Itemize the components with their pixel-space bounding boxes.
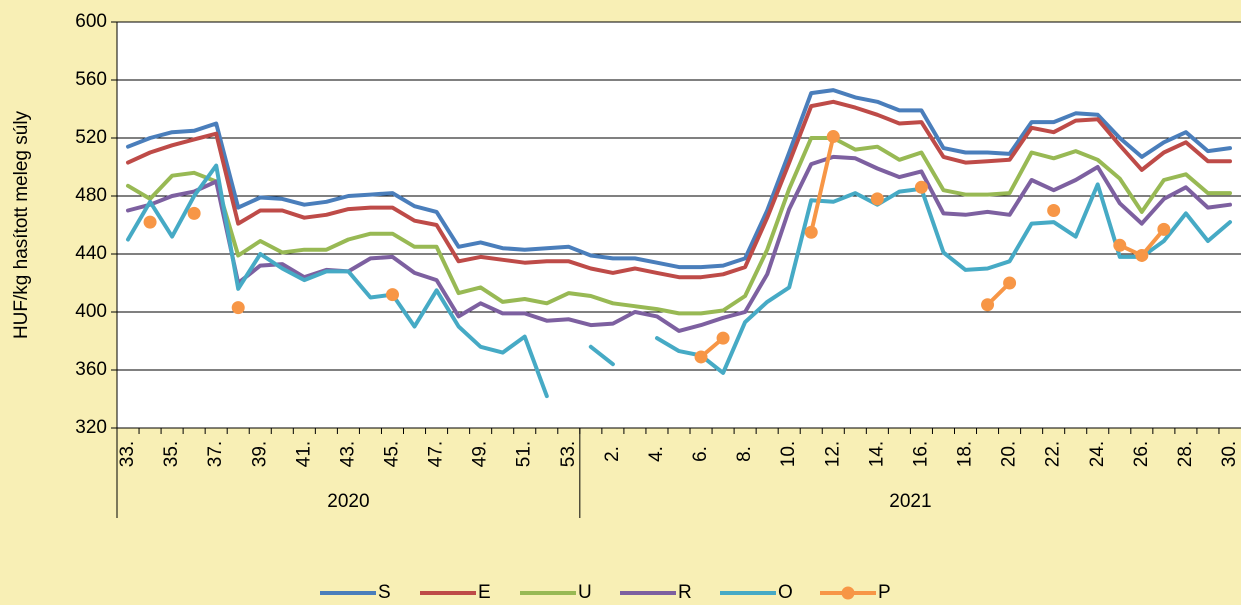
x-tick-label: 6.	[690, 446, 711, 462]
x-tick-label: 49.	[470, 441, 491, 467]
x-tick-label: 14.	[866, 441, 887, 467]
series-marker	[143, 215, 157, 229]
series-marker	[1157, 222, 1171, 236]
y-tick-label: 600	[75, 11, 107, 32]
series-marker	[385, 288, 399, 302]
x-tick-label: 24.	[1087, 441, 1108, 467]
plot-area	[117, 22, 1241, 428]
series-line	[126, 136, 1232, 316]
series-marker	[804, 225, 818, 239]
y-tick-label: 520	[75, 127, 107, 148]
x-tick-label: 22.	[1043, 441, 1064, 467]
series-marker	[826, 130, 840, 144]
legend-marker	[841, 586, 855, 600]
x-tick-label: 12.	[822, 441, 843, 467]
series-marker	[981, 298, 995, 312]
x-tick-label: 39.	[249, 441, 270, 467]
legend-label: E	[478, 582, 491, 603]
x-tick-label: 10.	[778, 441, 799, 467]
x-tick-label: 4.	[646, 446, 667, 462]
x-tick-label: 16.	[910, 441, 931, 467]
y-tick-label: 320	[75, 417, 107, 438]
series-line	[126, 88, 1232, 270]
x-tick-label: 41.	[293, 441, 314, 467]
x-tick-label: 53.	[558, 441, 579, 467]
y-tick-label: 440	[75, 243, 107, 264]
x-tick-label: 26.	[1131, 441, 1152, 467]
series-marker	[694, 350, 708, 364]
series-line	[126, 154, 1232, 333]
x-tick-label: 30.	[1219, 441, 1240, 467]
series-marker	[1047, 204, 1061, 217]
x-tick-label: 2.	[602, 446, 623, 462]
series-line	[126, 163, 1232, 399]
y-axis-label: HUF/kg hasított meleg súly	[11, 110, 32, 339]
x-tick-label: 51.	[514, 441, 535, 467]
legend-label: P	[878, 582, 891, 603]
x-tick-label: 43.	[337, 441, 358, 467]
legend-label: S	[378, 582, 391, 603]
series-marker	[1003, 276, 1017, 290]
group-label: 2020	[327, 491, 369, 512]
legend-label: R	[678, 582, 692, 603]
series-marker	[914, 180, 928, 194]
y-tick-label: 480	[75, 185, 107, 206]
series-line	[699, 134, 1166, 359]
series-marker	[231, 301, 245, 315]
series-marker	[187, 206, 201, 220]
x-tick-label: 28.	[1175, 441, 1196, 467]
series-marker	[716, 331, 730, 345]
series-marker	[1113, 238, 1127, 252]
x-tick-label: 37.	[205, 441, 226, 467]
x-tick-label: 35.	[161, 441, 182, 467]
x-tick-label: 47.	[426, 441, 447, 467]
series-marker	[870, 192, 884, 206]
y-tick-label: 560	[75, 69, 107, 90]
x-tick-label: 33.	[117, 441, 138, 467]
group-label: 2021	[889, 491, 931, 512]
y-tick-label: 360	[75, 359, 107, 380]
y-tick-label: 400	[75, 301, 107, 322]
x-tick-label: 20.	[999, 441, 1020, 467]
series-marker	[1135, 248, 1149, 262]
x-tick-label: 45.	[382, 441, 403, 467]
legend-label: O	[778, 582, 793, 603]
x-tick-label: 18.	[955, 441, 976, 467]
x-tick-label: 8.	[734, 446, 755, 462]
series-line	[126, 99, 1232, 280]
legend-label: U	[578, 582, 592, 603]
